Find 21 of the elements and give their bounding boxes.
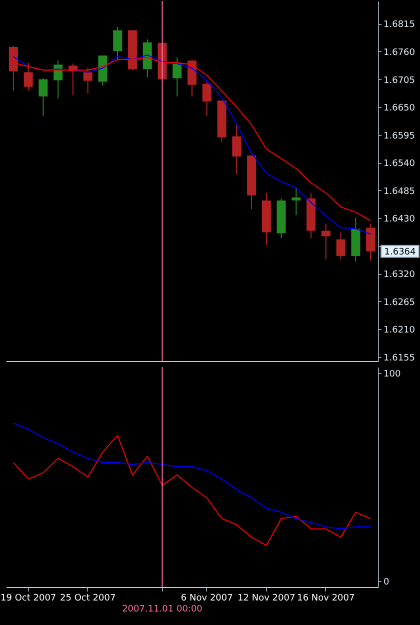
y-tick-label: 1.6650 — [384, 104, 416, 114]
annotation: 1.6364 — [384, 247, 416, 258]
y-tick-label: 1.6430 — [384, 214, 416, 225]
y-tick-label: 1.6265 — [384, 298, 415, 308]
y-tick-label: 0 — [384, 577, 390, 588]
y-tick-label: 100 — [384, 370, 401, 380]
y-tick-label: 1.6320 — [384, 270, 416, 280]
x-tick-label: 12 Nov 2007 — [238, 594, 296, 604]
y-tick-label: 1.6210 — [384, 326, 416, 336]
y-tick-label: 1.6595 — [384, 131, 415, 142]
x-tick-label: 6 Nov 2007 — [180, 594, 233, 604]
y-tick-label: 1.6485 — [384, 186, 415, 197]
x-tick-label: 19 Oct 2007 — [0, 594, 56, 604]
y-tick-label: 1.6705 — [384, 76, 415, 86]
x-tick-label: 2007.11.01 00:00 — [122, 604, 203, 614]
y-tick-label: 1.6815 — [384, 20, 415, 30]
y-tick-label: 1.6540 — [384, 159, 416, 170]
y-tick-label: 1.6155 — [384, 353, 415, 364]
y-tick-label: 1.6760 — [384, 48, 416, 58]
x-tick-label: 16 Nov 2007 — [297, 594, 355, 604]
x-tick-label: 25 Oct 2007 — [60, 594, 116, 604]
